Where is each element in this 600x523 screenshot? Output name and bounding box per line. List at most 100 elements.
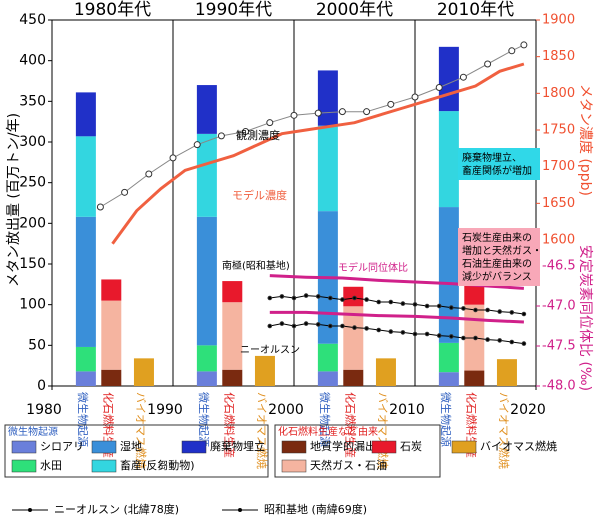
note-box xyxy=(458,228,540,286)
bar-segment xyxy=(222,369,243,386)
legend-swatch xyxy=(281,440,307,454)
legend-label: 石炭 xyxy=(400,440,422,453)
annotation: モデル同位体比 xyxy=(338,261,408,274)
point xyxy=(279,294,285,299)
bar-segment xyxy=(75,346,96,372)
point xyxy=(509,339,515,345)
legend-marker xyxy=(238,508,242,512)
y2-axis-title: メタン濃度 (ppb) xyxy=(577,84,593,196)
line xyxy=(269,323,524,345)
point xyxy=(340,297,345,302)
y2-tick-label: 1800 xyxy=(542,86,575,101)
bar-segment xyxy=(464,370,485,386)
note-text: 廃棄物埋立、 xyxy=(462,151,522,164)
decade-label: 1980年代 xyxy=(74,0,151,20)
bar-category-label: 微生物起源 xyxy=(76,392,90,447)
bar-segment xyxy=(343,306,364,370)
y-tick-label: 150 xyxy=(19,256,46,272)
point xyxy=(315,294,321,299)
bar-segment xyxy=(438,372,459,386)
bar-segment xyxy=(222,281,243,303)
bar-segment xyxy=(196,216,217,346)
point xyxy=(461,335,466,341)
y2-tick-label: 1600 xyxy=(542,233,575,248)
point xyxy=(145,170,153,178)
bar-segment xyxy=(254,355,275,386)
annotation: モデル濃度 xyxy=(232,188,287,202)
y-tick-label: 0 xyxy=(37,378,46,394)
point xyxy=(266,119,274,127)
note-text: 石油生産由来の xyxy=(462,257,532,270)
bar-category-label: 化石燃料生産 xyxy=(222,392,236,458)
point xyxy=(340,323,345,329)
point xyxy=(267,295,273,301)
point xyxy=(436,303,442,309)
annotation: 南極(昭和基地) xyxy=(222,259,290,272)
legend-label: 廃棄物埋立 xyxy=(210,439,265,453)
point xyxy=(435,83,443,91)
bar-category-label: 微生物起源 xyxy=(439,392,453,447)
bar-segment xyxy=(343,369,364,386)
y3-tick-label: -47.0 xyxy=(542,299,576,314)
line xyxy=(269,295,524,315)
point xyxy=(400,301,406,306)
point xyxy=(291,295,297,301)
y-tick-label: 300 xyxy=(19,134,46,150)
point xyxy=(449,334,454,339)
legend-header: 微生物起源 xyxy=(8,425,58,438)
legend-swatch xyxy=(371,440,397,454)
bar-segment xyxy=(438,342,459,373)
bar-segment xyxy=(75,136,96,217)
point xyxy=(291,323,297,329)
bar-segment xyxy=(196,345,217,372)
bar-segment xyxy=(375,358,396,386)
decade-label: 1990年代 xyxy=(195,0,272,20)
point xyxy=(424,331,430,337)
note-text: 増加と天然ガス・ xyxy=(462,244,542,257)
y2-tick-label: 1850 xyxy=(542,49,575,64)
legend-swatch xyxy=(11,440,37,454)
y-tick-label: 350 xyxy=(19,93,46,109)
point xyxy=(521,341,527,346)
legend-header: 化石燃料生産など由来 xyxy=(278,425,378,438)
y3-tick-label: -48.0 xyxy=(542,379,576,394)
bar-category-label: バイオマス燃焼 xyxy=(376,392,390,469)
bar-segment xyxy=(317,70,338,126)
y2-tick-label: 1650 xyxy=(542,196,575,211)
point xyxy=(424,303,430,309)
point xyxy=(352,295,357,301)
legend-swatch xyxy=(91,440,117,454)
bar-segment xyxy=(101,369,122,386)
point xyxy=(508,47,516,55)
point xyxy=(267,323,273,329)
legend-label: シロアリ xyxy=(40,440,84,453)
line xyxy=(100,44,525,208)
note-text: 畜産関係が増加 xyxy=(462,164,532,177)
y-tick-label: 50 xyxy=(28,337,46,353)
bar-segment xyxy=(464,284,485,305)
bar-category-label: 微生物起源 xyxy=(318,392,332,447)
y-axis-title: メタン放出量 (百万トン/年) xyxy=(6,113,22,287)
bar-category-label: バイオマス燃焼 xyxy=(134,392,148,469)
point xyxy=(279,321,285,326)
y3-axis-title: 安定炭素同位体比 (‰) xyxy=(577,245,593,391)
point xyxy=(412,331,418,337)
x-tick-label: 2000 xyxy=(268,402,304,418)
bar-segment xyxy=(196,85,217,134)
point xyxy=(193,141,201,149)
y2-tick-label: 1750 xyxy=(542,123,575,138)
legend-label: 天然ガス・石油 xyxy=(310,458,387,472)
y-tick-label: 100 xyxy=(19,297,46,313)
x-tick-label: 2010 xyxy=(389,402,425,418)
y2-tick-label: 1700 xyxy=(542,159,575,174)
point xyxy=(242,127,250,135)
point xyxy=(520,41,528,49)
note-text: 減少がバランス xyxy=(462,270,532,283)
point xyxy=(363,108,371,116)
point xyxy=(388,329,394,334)
y2-tick-label: 1900 xyxy=(542,13,575,28)
bar-segment xyxy=(438,207,459,343)
legend-label: 昭和基地 (南緯69度) xyxy=(264,502,367,516)
point xyxy=(459,73,467,81)
point xyxy=(497,338,503,343)
